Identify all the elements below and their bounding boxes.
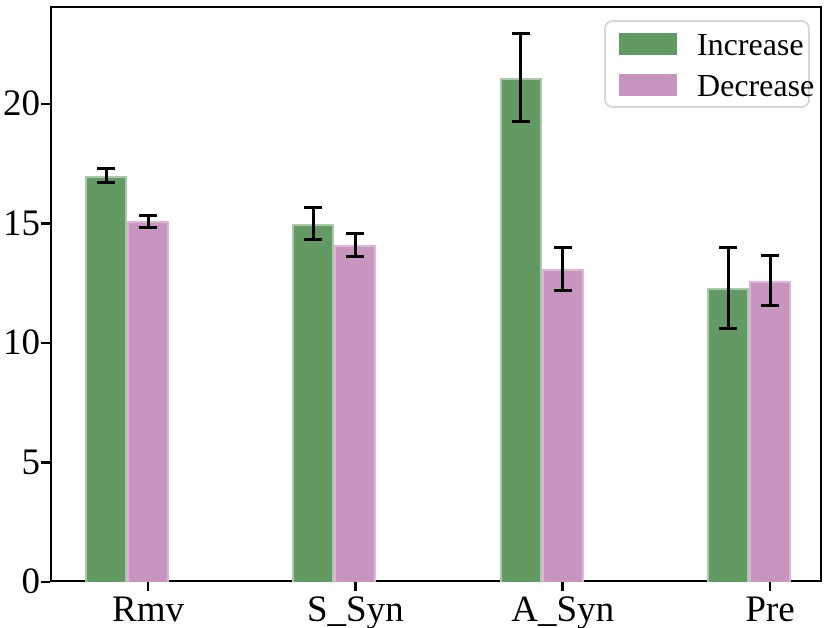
bar-decrease-a-syn <box>541 268 584 582</box>
y-axis-tick <box>41 461 50 464</box>
errorbar-decrease-a-syn <box>561 247 565 291</box>
errorbar-cap <box>304 237 323 241</box>
bar-increase-rmv <box>85 175 127 582</box>
errorbar-increase-s-syn <box>311 207 315 240</box>
legend-entry-increase: Increase <box>606 26 808 62</box>
y-axis-tick <box>41 341 50 345</box>
x-axis-tick-label: Pre <box>745 589 795 628</box>
bar-increase-a-syn <box>499 77 542 582</box>
errorbar-cap <box>719 245 737 249</box>
errorbar-decrease-pre <box>768 255 772 306</box>
errorbar-cap <box>761 304 779 308</box>
errorbar-cap <box>511 31 530 35</box>
y-axis-tick-label: 5 <box>21 441 41 483</box>
errorbar-increase-a-syn <box>519 33 523 122</box>
x-axis-tick-label: A_Syn <box>511 589 615 628</box>
errorbar-cap <box>511 120 530 124</box>
errorbar-decrease-s-syn <box>353 233 357 257</box>
errorbar-cap <box>553 245 572 249</box>
legend-label-increase: Increase <box>697 25 804 62</box>
bar-increase-pre <box>707 288 749 582</box>
errorbar-cap <box>139 225 157 229</box>
x-axis-tick-label: Rmv <box>112 589 184 628</box>
bar-decrease-rmv <box>127 221 169 582</box>
errorbar-cap <box>346 231 365 235</box>
legend: Increase Decrease <box>604 20 814 108</box>
x-axis-tick <box>354 582 357 591</box>
errorbar-increase-rmv <box>104 168 108 183</box>
legend-label-decrease: Decrease <box>697 66 815 103</box>
errorbar-increase-pre <box>726 247 730 329</box>
x-axis-tick <box>768 582 772 591</box>
errorbar-cap <box>97 167 115 171</box>
errorbar-cap <box>719 327 737 331</box>
x-axis-tick <box>561 582 564 591</box>
y-axis-tick <box>41 102 50 106</box>
errorbar-cap <box>304 206 323 210</box>
errorbar-cap <box>761 254 779 258</box>
y-axis-tick-label: 20 <box>3 83 40 124</box>
errorbar-decrease-rmv <box>146 215 150 228</box>
y-axis-tick-label: 10 <box>3 322 40 363</box>
y-axis-tick-label: 15 <box>3 202 40 244</box>
bar-decrease-pre <box>749 280 791 582</box>
x-axis-tick <box>146 582 150 591</box>
legend-entry-decrease: Decrease <box>606 67 814 103</box>
bar-decrease-s-syn <box>334 245 377 582</box>
legend-swatch-increase <box>619 32 677 55</box>
x-axis-tick-label: S_Syn <box>306 589 404 628</box>
legend-swatch-decrease <box>619 73 677 96</box>
y-axis-tick <box>41 222 50 225</box>
bar-increase-s-syn <box>292 223 335 582</box>
errorbar-cap <box>139 213 157 217</box>
y-axis-tick <box>41 580 50 584</box>
errorbar-cap <box>346 255 365 259</box>
y-axis-tick-label: 0 <box>21 561 41 602</box>
errorbar-cap <box>553 288 572 292</box>
errorbar-cap <box>97 181 115 185</box>
